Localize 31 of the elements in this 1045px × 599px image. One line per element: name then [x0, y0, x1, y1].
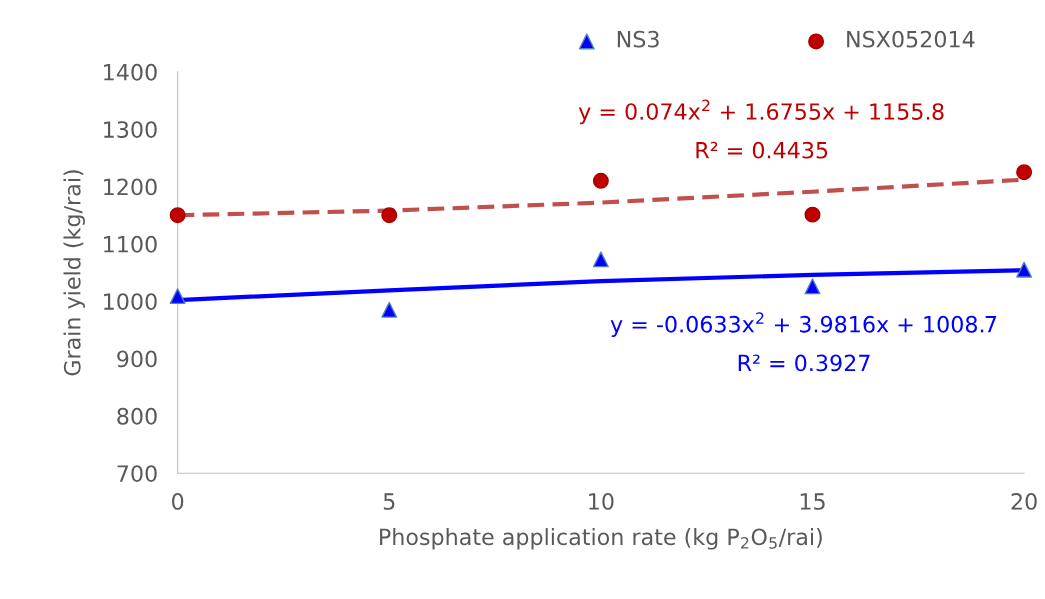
y-tick-label: 900: [117, 350, 157, 368]
y-tick-label: 700: [117, 465, 157, 482]
point: [169, 207, 186, 224]
annotation: y = 0.074x$^{2}$ + 1.6755x + 1155.8: [578, 99, 944, 125]
x-tick-label: 5: [383, 493, 395, 510]
y-tick-label: 800: [117, 407, 157, 425]
x-axis-title: Phosphate application rate (kg P$_{2}$O$_{5}$/rai): [380, 528, 822, 550]
y-tick-label: 1300: [104, 121, 157, 138]
point: [592, 251, 609, 268]
x-tick-label: 10: [589, 493, 614, 510]
point: [1016, 164, 1033, 181]
y-axis-title: Grain yield (kg/rai): [63, 170, 85, 376]
point: [381, 301, 398, 318]
point: [1016, 261, 1033, 278]
point: [804, 206, 821, 223]
y-tick-label: 1400: [104, 63, 157, 81]
annotation: R² = 0.3927: [738, 354, 870, 372]
point: [592, 172, 609, 189]
point: [381, 207, 398, 224]
x-tick-label: 15: [800, 493, 825, 510]
legend-label: NS3: [617, 30, 659, 48]
y-tick-label: 1000: [104, 293, 157, 310]
y-tick-label: 1100: [104, 235, 157, 253]
x-tick-label: 20: [1011, 493, 1037, 510]
annotation: y = -0.0633x$^{2}$ + 3.9816x + 1008.7: [610, 312, 997, 337]
y-tick-label: 1200: [104, 178, 157, 196]
x-tick-label: 0: [172, 493, 184, 510]
annotation: R² = 0.4435: [696, 141, 828, 159]
legend-label: NSX052014: [847, 30, 975, 48]
point: [804, 278, 821, 295]
point: [169, 288, 186, 305]
